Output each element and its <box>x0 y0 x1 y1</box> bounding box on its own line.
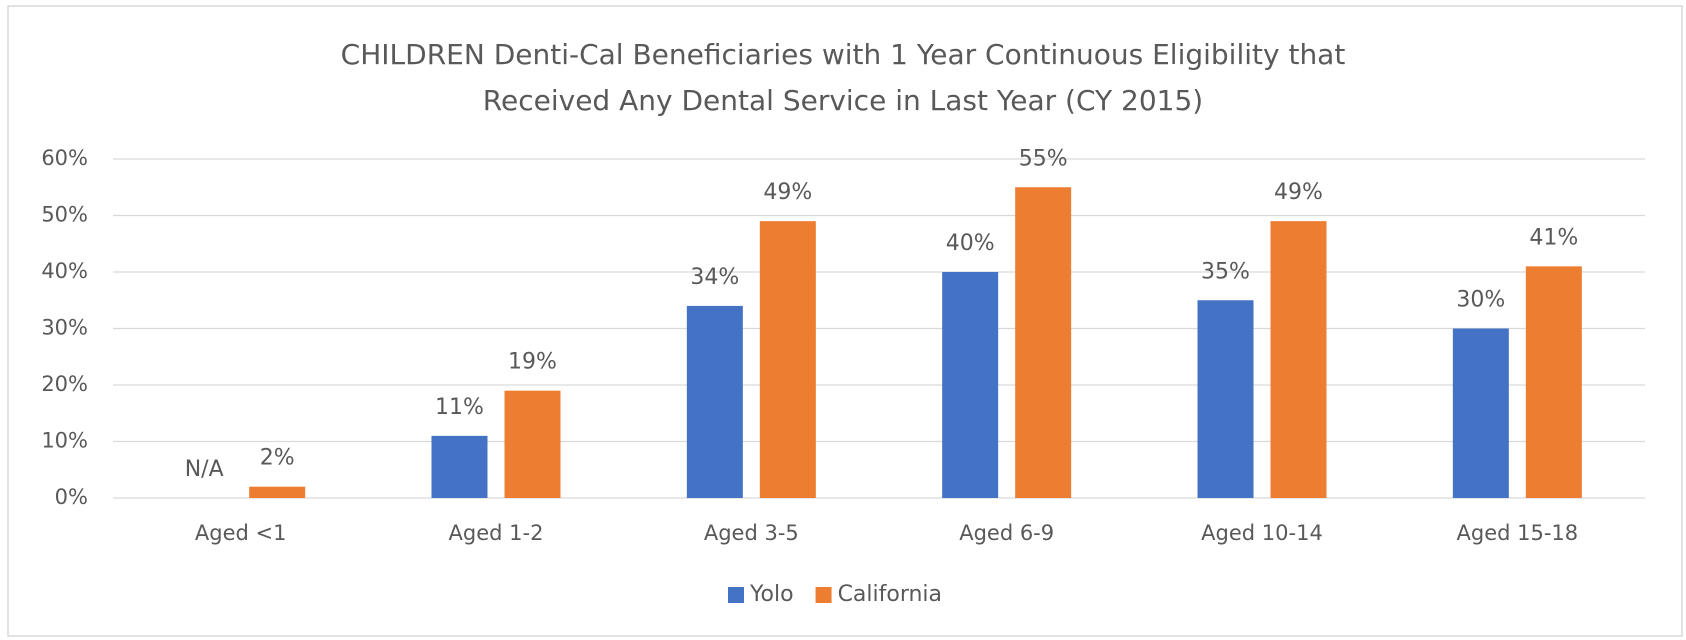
bar <box>1015 187 1072 498</box>
bar <box>1452 328 1509 498</box>
x-tick-label: Aged <1 <box>195 521 287 545</box>
data-label: 41% <box>1529 225 1578 250</box>
bar <box>1270 221 1327 498</box>
y-tick-label: 20% <box>41 372 88 396</box>
bar <box>249 486 306 498</box>
bar <box>686 305 743 498</box>
bar <box>759 221 816 498</box>
data-label: 49% <box>1274 180 1323 205</box>
chart-title: Received Any Dental Service in Last Year… <box>483 84 1203 117</box>
data-label: 19% <box>508 350 557 375</box>
x-tick-label: Aged 6-9 <box>959 521 1054 545</box>
bar <box>942 272 999 498</box>
data-label: 40% <box>946 231 995 256</box>
data-label: 11% <box>435 395 484 420</box>
chart-border <box>7 5 1683 637</box>
y-tick-label: 10% <box>41 429 88 453</box>
bar <box>504 390 561 498</box>
data-label: N/A <box>185 457 224 482</box>
y-tick-label: 60% <box>41 146 88 170</box>
chart-title: CHILDREN Denti-Cal Beneficiaries with 1 … <box>341 38 1346 71</box>
bar <box>1525 266 1582 498</box>
data-label: 49% <box>763 180 812 205</box>
x-tick-label: Aged 3-5 <box>704 521 799 545</box>
x-tick-label: Aged 1-2 <box>449 521 544 545</box>
data-label: 55% <box>1019 146 1068 171</box>
bar <box>431 435 488 498</box>
legend-label: Yolo <box>749 582 794 607</box>
data-label: 35% <box>1201 259 1250 284</box>
x-tick-label: Aged 10-14 <box>1201 521 1323 545</box>
y-tick-label: 50% <box>41 203 88 227</box>
legend-swatch <box>815 587 832 603</box>
legend-swatch <box>728 587 744 603</box>
data-label: 34% <box>690 265 739 290</box>
bar <box>1197 300 1254 498</box>
y-tick-label: 30% <box>41 316 88 340</box>
legend-label: California <box>838 582 942 607</box>
x-tick-label: Aged 15-18 <box>1457 521 1579 545</box>
y-tick-label: 0% <box>55 485 88 509</box>
data-label: 2% <box>260 446 295 471</box>
data-label: 30% <box>1456 288 1505 313</box>
y-tick-label: 40% <box>41 259 88 283</box>
